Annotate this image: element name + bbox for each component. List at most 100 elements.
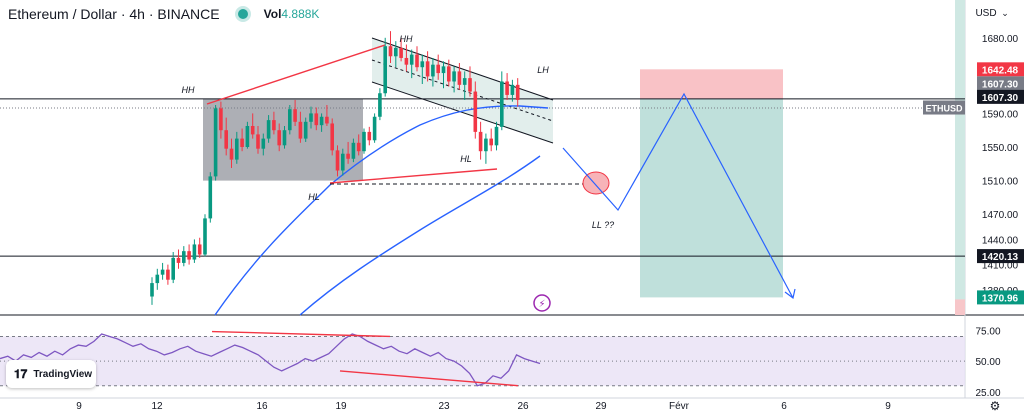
price-tick-label: 1440.00 <box>982 235 1019 246</box>
channel-lower-line <box>371 81 554 144</box>
candle-body <box>335 150 340 171</box>
candle-body <box>409 54 414 65</box>
reward-zone <box>640 98 783 298</box>
candle-body <box>362 131 366 152</box>
candle-body <box>431 64 435 77</box>
candle-body <box>383 46 387 94</box>
projection-arrow-head <box>784 288 796 300</box>
candle-body <box>266 120 271 139</box>
candle-body <box>187 251 191 260</box>
candle-body <box>341 153 345 171</box>
chart-header: Ethereum / Dollar · 4h · BINANCE Vol4.88… <box>8 6 319 22</box>
candle-body <box>171 257 175 280</box>
time-tick-label: 16 <box>256 401 268 412</box>
tradingview-logo-text: TradingView <box>33 368 93 380</box>
candle-body <box>282 130 287 146</box>
candle-body <box>420 61 425 68</box>
candle-body <box>505 81 509 95</box>
candle-body <box>346 153 350 159</box>
candle-body <box>208 176 213 219</box>
candle-body <box>484 138 488 152</box>
annotation-label: LL ?? <box>592 220 614 230</box>
candle-body <box>150 283 154 297</box>
candle-body <box>356 142 361 152</box>
time-tick-label: 26 <box>517 401 529 412</box>
time-tick-label: Févr <box>669 401 690 412</box>
candle-body <box>415 54 419 68</box>
candle-body <box>309 113 313 122</box>
divergence-line <box>206 44 386 105</box>
candle-body <box>500 81 504 127</box>
time-tick-label: 23 <box>438 401 450 412</box>
annotation-label: HH <box>400 34 413 44</box>
volume-value: 4.888K <box>281 7 320 21</box>
candle-body <box>250 126 255 135</box>
price-label: 1642.48 <box>982 65 1019 76</box>
lightning-event-glyph: ⚡ <box>538 299 545 310</box>
price-label: 1370.96 <box>982 293 1019 304</box>
candle-body <box>447 66 451 82</box>
price-tick-label: 1550.00 <box>982 143 1019 154</box>
candle-body <box>515 84 520 100</box>
candle-body <box>303 121 308 139</box>
price-tick-label: 1410.00 <box>982 261 1019 272</box>
rsi-tick-label: 25.00 <box>975 388 1000 399</box>
channel-mid-line <box>371 59 554 122</box>
price-label-box <box>977 76 1024 91</box>
candle-body <box>298 121 303 139</box>
divergence-line <box>329 168 498 184</box>
candle-body <box>441 66 446 74</box>
candle-body <box>219 108 223 131</box>
time-tick-label: 6 <box>781 401 787 412</box>
candle-body <box>240 138 244 147</box>
candle-body <box>473 91 478 132</box>
candle-body <box>452 71 456 82</box>
time-tick-label: 19 <box>335 401 347 412</box>
projection-path <box>562 92 794 299</box>
candle-body <box>192 244 197 260</box>
rsi-tick-label: 75.00 <box>975 326 1000 337</box>
market-status-icon <box>237 9 248 19</box>
axis-unit-dropdown-icon: ⌄ <box>1001 9 1009 19</box>
lightning-event-icon <box>533 294 551 312</box>
tradingview-logo[interactable]: 𝟏𝟕 TradingView <box>6 360 96 388</box>
price-tick-label: 1590.00 <box>982 109 1019 120</box>
candle-body <box>367 131 372 141</box>
candle-body <box>462 78 467 85</box>
candle-body <box>224 130 228 149</box>
candle-body <box>203 218 207 255</box>
candle-body <box>261 138 266 149</box>
candle-body <box>288 109 292 131</box>
annotation-label: HL <box>308 192 320 202</box>
moving-average-fast <box>214 105 549 316</box>
time-tick-label: 12 <box>151 401 163 412</box>
rsi-divergence-line <box>339 370 519 387</box>
candle-body <box>388 46 393 57</box>
annotation-label: HL <box>460 154 472 164</box>
candle-body <box>197 244 202 255</box>
candle-body <box>235 138 239 160</box>
candle-body <box>457 71 462 85</box>
price-label-box <box>977 290 1024 305</box>
candle-body <box>478 131 483 152</box>
price-label: 1607.30 <box>982 79 1019 90</box>
symbol-title[interactable]: Ethereum / Dollar · 4h · BINANCE <box>8 6 220 22</box>
candle-body <box>155 274 160 284</box>
candle-body <box>351 142 356 159</box>
axis-unit-label: USD <box>975 8 996 19</box>
volume-readout: Vol4.888K <box>264 7 320 21</box>
candle-body <box>378 93 382 117</box>
price-label: 1420.13 <box>982 252 1019 263</box>
candle-body <box>272 120 276 131</box>
candle-body <box>160 269 165 275</box>
candle-body <box>277 130 281 146</box>
candle-body <box>325 116 329 124</box>
settings-gear-icon: ⚙ <box>990 399 1001 413</box>
volume-label: Vol <box>263 7 282 21</box>
candle-body <box>229 148 234 160</box>
candle-body <box>176 257 181 263</box>
price-label: 1607.30 <box>982 93 1019 104</box>
candle-body <box>436 64 440 74</box>
candle-body <box>213 108 218 177</box>
